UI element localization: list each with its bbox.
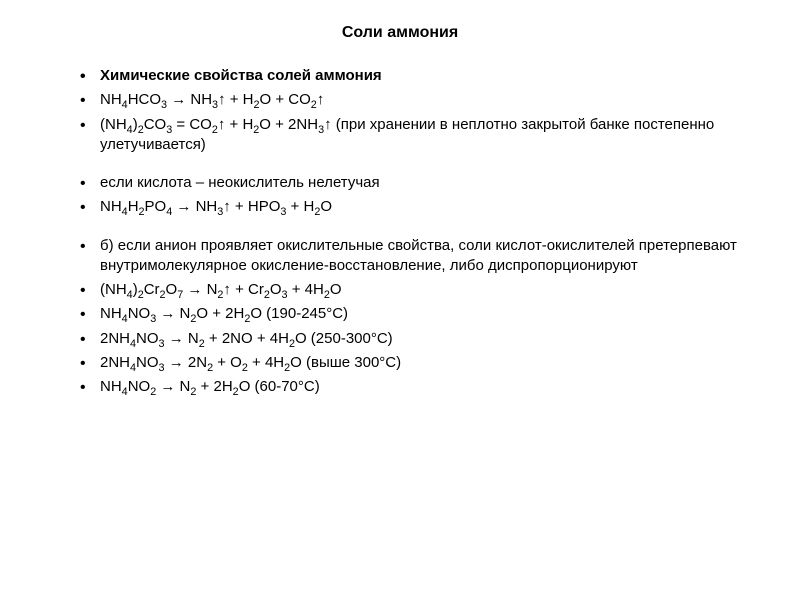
list-item: если кислота – неокислитель нелетучая	[80, 173, 760, 193]
slide: Соли аммония Химические свойства солей а…	[0, 0, 800, 600]
list-item: 2NH4NO3 → N2 + 2NO + 4H2O (250-300°C)	[80, 329, 760, 349]
list-item: (NH4)2CO3 = CO2↑ + H2O + 2NH3↑ (при хран…	[80, 115, 760, 156]
list-item: (NH4)2Cr2O7 → N2↑ + Cr2O3 + 4H2O	[80, 280, 760, 300]
list-item: NH4NO3 → N2O + 2H2O (190-245°C)	[80, 304, 760, 324]
list-item: Химические свойства солей аммония	[80, 66, 760, 86]
bullet-list: Химические свойства солей аммония NH4HCO3…	[40, 66, 760, 397]
list-spacer	[80, 222, 760, 236]
list-item: NH4NO2 → N2 + 2H2O (60-70°C)	[80, 377, 760, 397]
list-item: б) если анион проявляет окислительные св…	[80, 236, 760, 277]
list-item: NH4H2PO4 → NH3↑ + HPO3 + H2O	[80, 197, 760, 217]
list-item: NH4HCO3 → NH3↑ + H2O + CO2↑	[80, 90, 760, 110]
slide-title: Соли аммония	[40, 24, 760, 42]
list-spacer	[80, 159, 760, 173]
list-item: 2NH4NO3 → 2N2 + O2 + 4H2O (выше 300°C)	[80, 353, 760, 373]
